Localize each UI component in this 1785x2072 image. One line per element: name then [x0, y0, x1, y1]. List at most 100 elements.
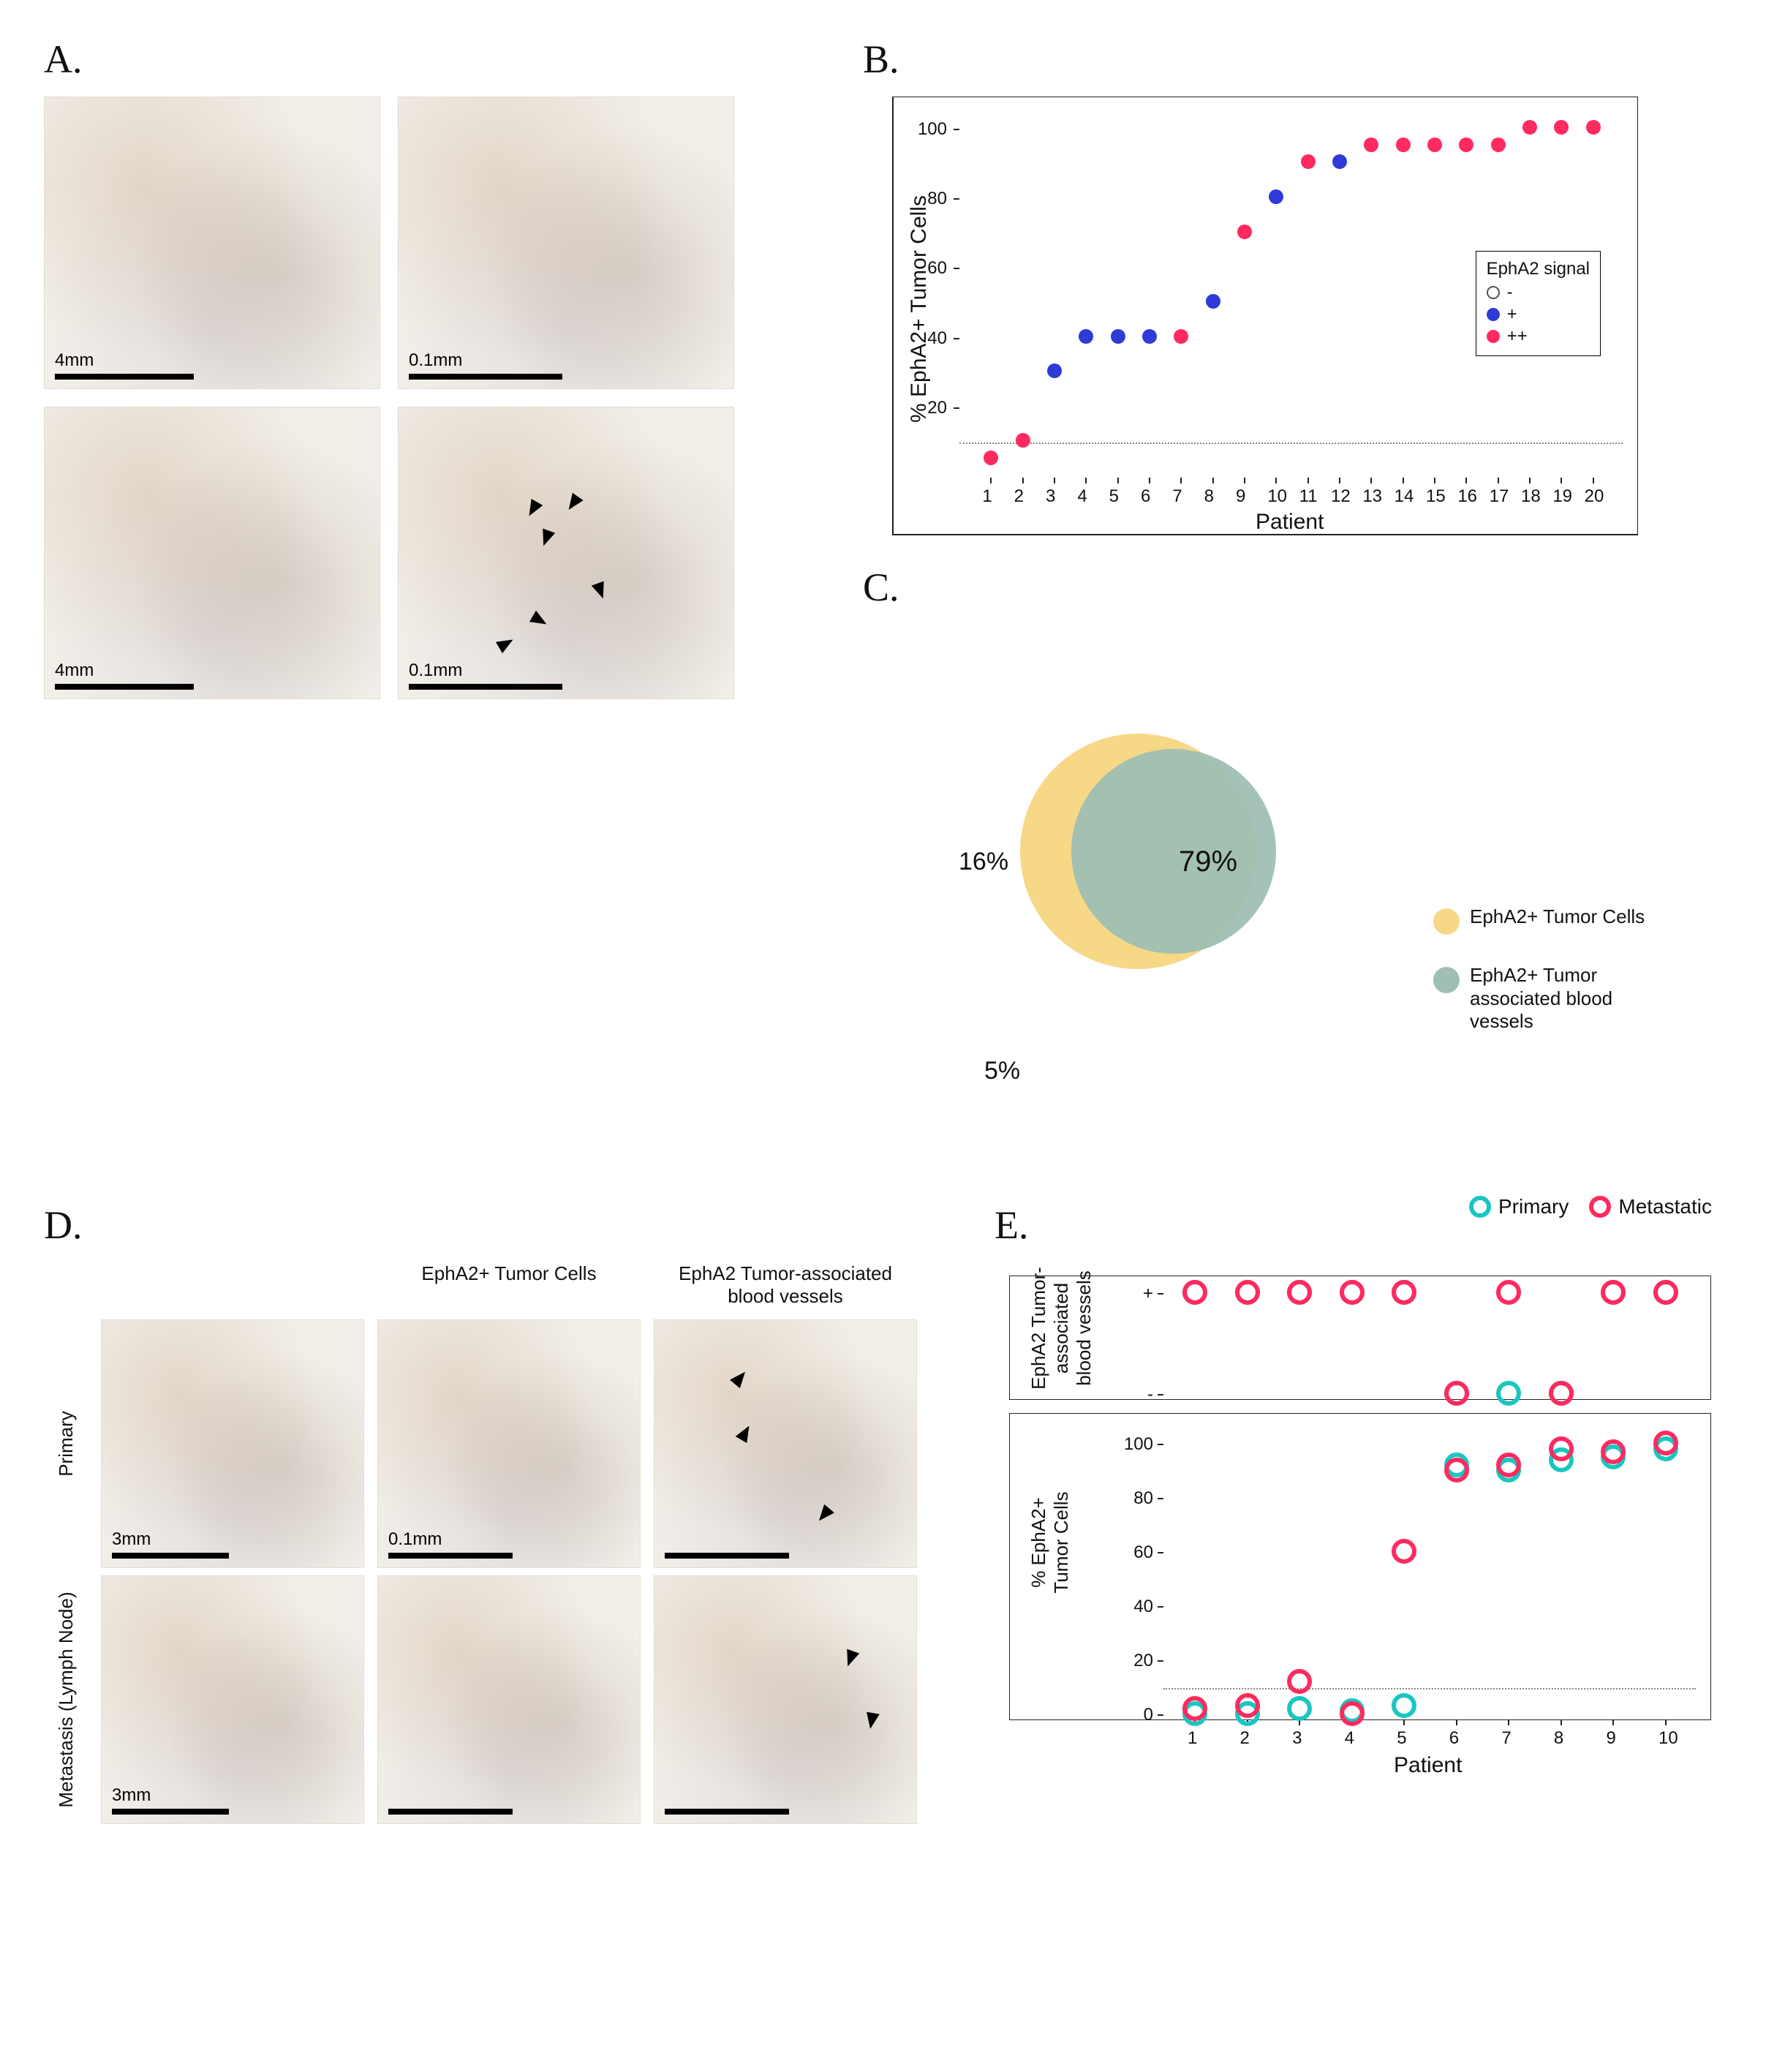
scalebar-label: 4mm [55, 350, 94, 371]
histology-image: 0.1mm [398, 97, 734, 389]
ytick-label: + [1143, 1284, 1153, 1304]
ytick-label: 0 [1144, 1705, 1153, 1725]
xtick-label: 16 [1457, 486, 1477, 507]
scalebar-label: 3mm [112, 1785, 151, 1806]
data-ring [1601, 1280, 1626, 1305]
xtick-label: 9 [1236, 486, 1245, 507]
panel-D: D. EphA2+ Tumor CellsEphA2 Tumor-associa… [44, 1195, 936, 1824]
ytick-label: 60 [1133, 1542, 1153, 1563]
xtick-label: 12 [1331, 486, 1351, 507]
data-point [1491, 137, 1506, 152]
data-point [1301, 154, 1316, 169]
data-ring [1653, 1280, 1678, 1305]
histology-image: 3mm [101, 1575, 364, 1824]
panel-A-label: A. [44, 37, 804, 82]
legend: EphA2 signal-+++ [1476, 251, 1601, 356]
xtick-label: 10 [1267, 486, 1287, 507]
data-point [1269, 189, 1283, 204]
data-point [1522, 120, 1537, 135]
venn-legend-row: EphA2+ Tumorassociated blood vessels [1433, 964, 1667, 1033]
xtick-label: 4 [1077, 486, 1087, 507]
data-ring [1601, 1439, 1626, 1464]
data-point [1142, 329, 1157, 344]
xtick-label: 2 [1240, 1728, 1250, 1749]
data-point [984, 451, 998, 465]
xtick-label: 3 [1292, 1728, 1302, 1749]
data-point [1332, 154, 1347, 169]
data-point [1016, 433, 1030, 448]
data-point [1079, 329, 1093, 344]
data-ring [1444, 1458, 1469, 1483]
histology-image [377, 1575, 641, 1824]
histology-image [654, 1319, 917, 1568]
xtick-label: 19 [1552, 486, 1572, 507]
data-ring [1235, 1280, 1260, 1305]
figure-root: A. 4mm0.1mm4mm0.1mm B. 20406080100123456… [0, 0, 1785, 1868]
data-ring [1549, 1381, 1574, 1406]
data-point [1237, 225, 1252, 239]
xtick-label: 11 [1299, 486, 1318, 507]
data-ring [1340, 1701, 1365, 1726]
panel-A-grid: 4mm0.1mm4mm0.1mm [44, 97, 804, 699]
panel-C-label: C. [863, 565, 1741, 610]
xtick-label: 5 [1109, 486, 1119, 507]
data-point [1364, 137, 1378, 152]
xtick-label: 4 [1345, 1728, 1354, 1749]
column-header: EphA2+ Tumor Cells [377, 1262, 641, 1308]
scalebar-label: 0.1mm [388, 1529, 442, 1550]
data-ring [1653, 1431, 1678, 1455]
xtick-label: 9 [1606, 1728, 1615, 1749]
data-point [1206, 294, 1220, 309]
venn-circle-vessels [1071, 749, 1276, 954]
histology-image: 4mm [44, 97, 380, 389]
data-point [1396, 137, 1411, 152]
ytick-label: 40 [1133, 1597, 1153, 1617]
xtick-label: 14 [1395, 486, 1414, 507]
histology-image: 3mm [101, 1319, 364, 1568]
panel-B: B. 2040608010012345678910111213141516171… [863, 29, 1741, 535]
data-ring [1392, 1693, 1416, 1718]
ytick-label: 100 [918, 119, 947, 140]
data-point [1459, 137, 1473, 152]
y-axis-label: % EphA2+ Tumor Cells [1027, 1389, 1073, 1696]
legend-item: Metastatic [1589, 1195, 1712, 1218]
panel-C-venn: 16%79%5%EphA2+ Tumor CellsEphA2+ Tumoras… [892, 625, 1667, 1151]
data-ring [1496, 1280, 1521, 1305]
xtick-label: 7 [1501, 1728, 1511, 1749]
data-point [1586, 120, 1601, 135]
data-ring [1496, 1453, 1521, 1477]
data-ring [1444, 1381, 1469, 1406]
xtick-label: 20 [1585, 486, 1604, 507]
data-ring [1392, 1280, 1416, 1305]
panel-B-chart: 2040608010012345678910111213141516171819… [892, 97, 1638, 535]
panel-D-grid: EphA2+ Tumor CellsEphA2 Tumor-associated… [44, 1262, 936, 1824]
data-ring [1496, 1381, 1521, 1406]
data-point [1174, 329, 1188, 344]
data-point [1427, 137, 1442, 152]
panel-E: E. PrimaryMetastatic EphA2 Tumor-associa… [995, 1195, 1741, 1771]
data-ring [1182, 1280, 1207, 1305]
ytick-label: 20 [1133, 1651, 1153, 1671]
y-axis-label: EphA2 Tumor-associated blood vessels [1027, 1266, 1095, 1390]
venn-legend-text: EphA2+ Tumor Cells [1470, 905, 1645, 928]
xtick-label: 8 [1554, 1728, 1563, 1749]
xtick-label: 5 [1397, 1728, 1406, 1749]
panel-E-legend: PrimaryMetastatic [1029, 1195, 1713, 1218]
panel-B-label: B. [863, 37, 1741, 82]
histology-image [654, 1575, 917, 1824]
xtick-label: 7 [1172, 486, 1182, 507]
xtick-label: 10 [1658, 1728, 1678, 1749]
histology-image: 0.1mm [377, 1319, 641, 1568]
xtick-label: 18 [1521, 486, 1541, 507]
panel-A: A. 4mm0.1mm4mm0.1mm [44, 29, 804, 699]
scalebar-label: 3mm [112, 1529, 151, 1550]
scalebar-label: 0.1mm [409, 660, 462, 681]
xtick-label: 13 [1362, 486, 1382, 507]
data-ring [1235, 1693, 1260, 1718]
xtick-label: 2 [1014, 486, 1024, 507]
legend-item-label: Metastatic [1618, 1195, 1712, 1218]
data-ring [1287, 1669, 1312, 1694]
data-point [1554, 120, 1569, 135]
venn-legend-row: EphA2+ Tumor Cells [1433, 905, 1667, 935]
scalebar-label: 0.1mm [409, 350, 462, 371]
